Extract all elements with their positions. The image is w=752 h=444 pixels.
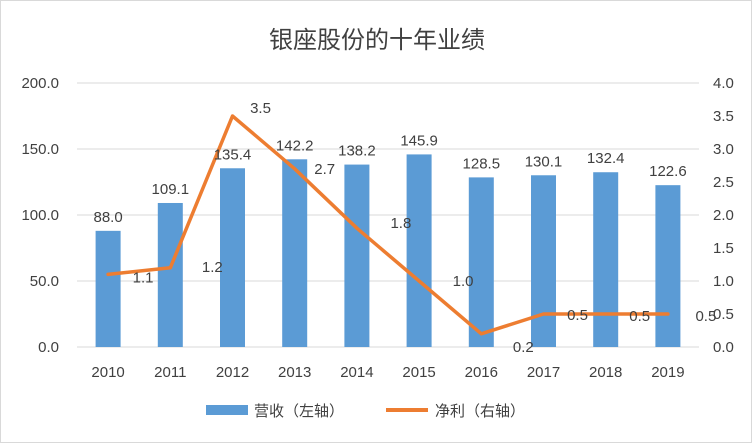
profit-data-label: 0.5 <box>567 307 588 324</box>
right-axis-tick-label: 2.5 <box>713 174 734 191</box>
legend-profit-label: 净利（右轴） <box>435 402 525 420</box>
revenue-data-label: 135.4 <box>214 146 252 163</box>
revenue-bar <box>655 185 681 347</box>
profit-point <box>666 312 670 316</box>
profit-point <box>231 114 234 118</box>
left-axis-tick-label: 50.0 <box>30 273 59 290</box>
profit-data-label: 1.0 <box>453 273 474 290</box>
profit-line <box>106 114 670 336</box>
revenue-bar <box>468 177 494 347</box>
right-axis-tick-label: 3.5 <box>713 108 734 125</box>
data-labels: 88.0 109.1 135.4 142.2 138.2 145.9 128.5 130.1 1… <box>93 100 716 356</box>
revenue-bar <box>344 164 370 347</box>
left-axis-tick-label: 200.0 <box>21 75 59 92</box>
x-axis-tick-label: 2016 <box>465 364 498 381</box>
revenue-bars <box>95 154 681 347</box>
x-axis-tick-label: 2012 <box>216 364 249 381</box>
profit-data-label: 0.5 <box>629 308 650 325</box>
revenue-data-label: 138.2 <box>338 143 376 160</box>
revenue-bar <box>531 175 556 347</box>
chart-title: 银座股份的十年业绩 <box>269 26 485 54</box>
profit-point <box>293 167 297 171</box>
revenue-bar <box>593 172 619 347</box>
profit-line-layer <box>106 114 670 336</box>
left-axis-tick-label: 0.0 <box>38 339 59 356</box>
profit-data-label: 1.8 <box>390 215 411 232</box>
legend-revenue-label: 营收（左轴） <box>254 402 344 420</box>
revenue-data-label: 109.1 <box>152 181 190 198</box>
x-axis-tick-label: 2010 <box>91 364 124 381</box>
right-axis-tick-label: 0.5 <box>713 306 734 323</box>
revenue-data-label: 130.1 <box>525 153 563 170</box>
left-axis-tick-label: 100.0 <box>21 207 59 224</box>
left-axis-tick-label: 150.0 <box>21 141 59 158</box>
right-axis-tick-label: 4.0 <box>713 75 734 92</box>
profit-data-label: 0.2 <box>513 339 534 356</box>
profit-point <box>417 279 421 283</box>
axis-labels: 0.0 50.0 100.0 150.0 200.0 0.0 0.5 1.0 1.5 2.0 2.5… <box>21 75 733 381</box>
x-axis-tick-label: 2014 <box>340 364 373 381</box>
profit-data-label: 0.5 <box>695 308 716 325</box>
profit-point <box>355 226 359 230</box>
right-axis-tick-label: 1.5 <box>713 240 734 257</box>
revenue-bar <box>406 154 432 347</box>
x-axis-tick-label: 2011 <box>154 364 186 381</box>
profit-data-label: 2.7 <box>314 161 335 178</box>
revenue-data-label: 88.0 <box>93 209 122 226</box>
profit-point <box>168 266 172 270</box>
x-axis-tick-label: 2018 <box>589 364 622 381</box>
revenue-data-label: 132.4 <box>587 150 625 167</box>
revenue-data-label: 122.6 <box>649 163 687 180</box>
right-axis-tick-label: 0.0 <box>713 339 734 356</box>
profit-data-label: 1.1 <box>133 269 154 286</box>
profit-point <box>479 332 483 336</box>
profit-point <box>604 312 608 316</box>
profit-data-label: 1.2 <box>202 259 223 276</box>
profit-point <box>542 312 545 316</box>
revenue-bar <box>95 230 121 347</box>
legend-revenue-swatch <box>206 405 248 415</box>
revenue-data-label: 145.9 <box>400 132 438 149</box>
x-axis-tick-label: 2013 <box>278 364 311 381</box>
profit-point <box>106 272 110 276</box>
legend: 营收（左轴） 净利（右轴） <box>206 402 525 420</box>
x-axis-tick-label: 2019 <box>651 364 684 381</box>
profit-data-label: 3.5 <box>250 100 271 117</box>
x-axis-tick-label: 2015 <box>402 364 435 381</box>
revenue-bar <box>157 202 183 347</box>
x-axis-tick-label: 2017 <box>527 364 560 381</box>
right-axis-tick-label: 3.0 <box>713 141 734 158</box>
revenue-data-label: 142.2 <box>276 137 314 154</box>
revenue-data-label: 128.5 <box>463 155 501 172</box>
right-axis-tick-label: 2.0 <box>713 207 734 224</box>
revenue-bar <box>220 168 245 347</box>
right-axis-tick-label: 1.0 <box>713 273 734 290</box>
revenue-bar <box>282 159 308 347</box>
